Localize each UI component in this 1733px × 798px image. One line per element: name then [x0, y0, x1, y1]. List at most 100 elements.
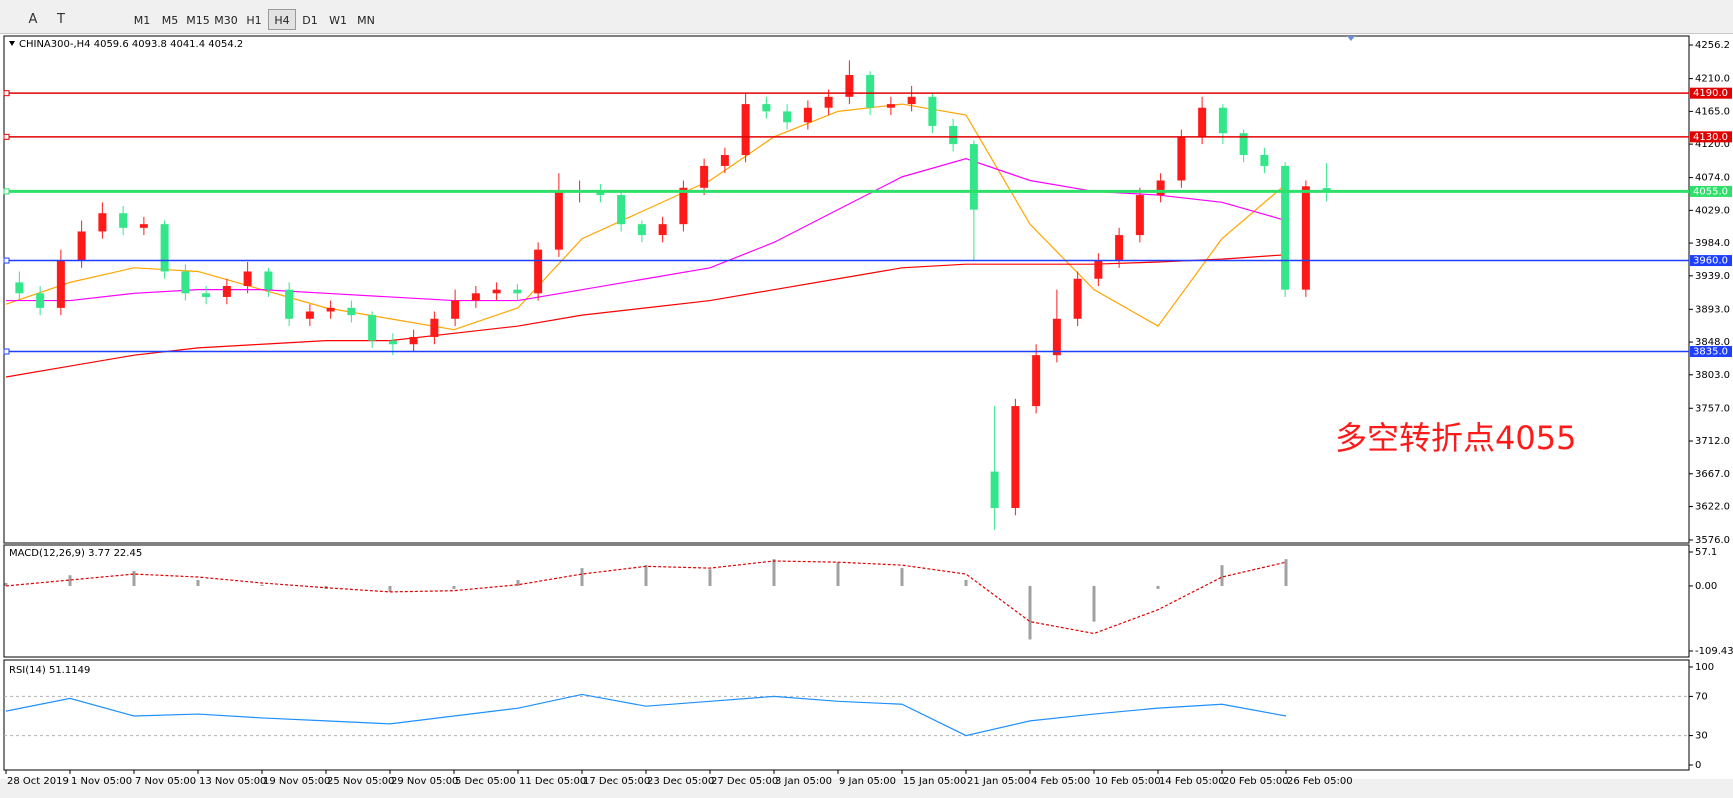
dropdown-arrow — [9, 41, 15, 46]
candle-body — [1218, 107, 1227, 134]
moving-average — [5, 103, 1287, 331]
macd-bar — [516, 580, 520, 586]
candle-body — [492, 289, 501, 294]
low-value: 4041.4 — [170, 39, 205, 50]
toolbar: A T M1 M5 M15 M30 H1 H4 D1 W1 MN — [0, 0, 1733, 34]
timeframe-button[interactable]: D1 — [302, 14, 318, 27]
candle-body — [1260, 155, 1269, 166]
level-label-bg — [1690, 131, 1732, 143]
level-label-bg — [1690, 185, 1732, 197]
x-tick-label: 21 Jan 05:00 — [967, 776, 1030, 787]
candle-body — [243, 271, 252, 287]
x-tick-label: 17 Dec 05:00 — [583, 776, 650, 787]
level-end — [3, 90, 10, 97]
candle-body — [1052, 318, 1061, 356]
macd-bar — [1284, 559, 1288, 586]
high-value: 4093.8 — [132, 39, 167, 50]
y-tick-label: 3667.0 — [1695, 469, 1730, 480]
timeframe-button[interactable]: H1 — [246, 14, 262, 27]
chart-header: CHINA300-,H4 4059.6 4093.8 4041.4 4054.2 — [19, 39, 243, 50]
candle-body — [886, 104, 895, 108]
candle-body — [969, 144, 978, 210]
macd-bar — [1220, 565, 1224, 586]
y-tick-label: 100 — [1695, 662, 1714, 673]
x-tick-label: 20 Feb 05:00 — [1223, 776, 1289, 787]
open-value: 4059.6 — [94, 39, 129, 50]
level-end — [3, 188, 10, 195]
candle-body — [1115, 235, 1124, 261]
candle-body — [596, 191, 605, 196]
y-tick-label: 3803.0 — [1695, 370, 1730, 381]
x-tick-label: 27 Dec 05:00 — [711, 776, 778, 787]
macd-signal — [5, 560, 1287, 635]
candle-body — [181, 271, 190, 294]
candle-body — [534, 249, 543, 294]
x-tick-label: 26 Feb 05:00 — [1287, 776, 1353, 787]
status-area — [0, 779, 1733, 798]
candle-body — [866, 74, 875, 108]
level-label: 3960.0 — [1693, 256, 1728, 267]
timeframe-button[interactable]: M30 — [214, 14, 238, 27]
candle-body — [1281, 165, 1290, 290]
candle-body — [119, 213, 128, 228]
y-tick-label: 4210.0 — [1695, 74, 1730, 85]
candle-body — [679, 187, 688, 225]
y-tick-label: 3712.0 — [1695, 436, 1730, 447]
tool-button[interactable]: T — [57, 12, 65, 27]
macd-bar — [644, 565, 648, 586]
y-tick-label: 0.00 — [1695, 581, 1717, 592]
level-label-bg — [1690, 346, 1732, 358]
moving-average — [6, 158, 1287, 302]
macd-bar — [1092, 585, 1096, 622]
candle-body — [1156, 180, 1165, 196]
macd-bar — [836, 562, 840, 586]
macd-bar — [68, 575, 72, 586]
candle-body — [98, 213, 107, 232]
candle-body — [409, 336, 418, 345]
macd-bar — [452, 585, 456, 589]
annotation: 多空转折点4055 — [1335, 419, 1576, 457]
macd-bar — [964, 580, 968, 586]
timeframe-button[interactable]: H4 — [268, 9, 296, 30]
y-tick-label: 4029.0 — [1695, 205, 1730, 216]
y-tick-label: 3848.0 — [1695, 337, 1730, 348]
shift-marker — [1347, 36, 1355, 41]
tool-button[interactable]: A — [28, 12, 38, 27]
x-tick-label: 19 Nov 05:00 — [263, 776, 330, 787]
candle-body — [803, 107, 812, 123]
candle-body — [305, 311, 314, 319]
candle-body — [1011, 406, 1020, 508]
y-tick-label: 3939.0 — [1695, 271, 1730, 282]
candle-body — [658, 224, 667, 236]
candle-body — [471, 293, 480, 301]
timeframe-button[interactable]: M1 — [133, 14, 151, 27]
timeframe-button[interactable]: W1 — [329, 14, 347, 27]
candle-body — [949, 125, 958, 145]
timeframe-button[interactable]: MN — [357, 14, 375, 27]
level-end — [3, 348, 10, 355]
candle-body — [1032, 355, 1041, 407]
timeframe-button[interactable]: M5 — [161, 14, 179, 27]
candle-body — [1177, 136, 1186, 181]
level-end — [3, 257, 10, 264]
candle-body — [222, 286, 231, 297]
candle-body — [368, 315, 377, 341]
x-tick-label: 13 Nov 05:00 — [199, 776, 266, 787]
moving-average — [5, 254, 1287, 378]
candle-body — [1301, 186, 1310, 290]
x-tick-label: 1 Nov 05:00 — [71, 776, 132, 787]
x-tick-label: 4 Feb 05:00 — [1031, 776, 1090, 787]
y-tick-label: 4165.0 — [1695, 106, 1730, 117]
candle-body — [783, 111, 792, 123]
macd-bar — [4, 582, 8, 586]
timeframe-button[interactable]: M15 — [186, 14, 210, 27]
level-label: 4055.0 — [1693, 186, 1728, 197]
y-tick-label: 4074.0 — [1695, 173, 1730, 184]
rsi-title: RSI(14) 51.1149 — [9, 665, 90, 676]
candle-body — [720, 155, 729, 166]
price-panel — [3, 35, 1690, 544]
x-tick-label: 25 Nov 05:00 — [327, 776, 394, 787]
level-end — [3, 133, 10, 140]
macd-bar — [196, 580, 200, 586]
